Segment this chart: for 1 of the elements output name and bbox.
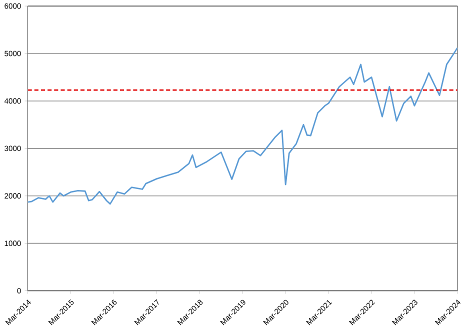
line-series [28, 46, 458, 204]
